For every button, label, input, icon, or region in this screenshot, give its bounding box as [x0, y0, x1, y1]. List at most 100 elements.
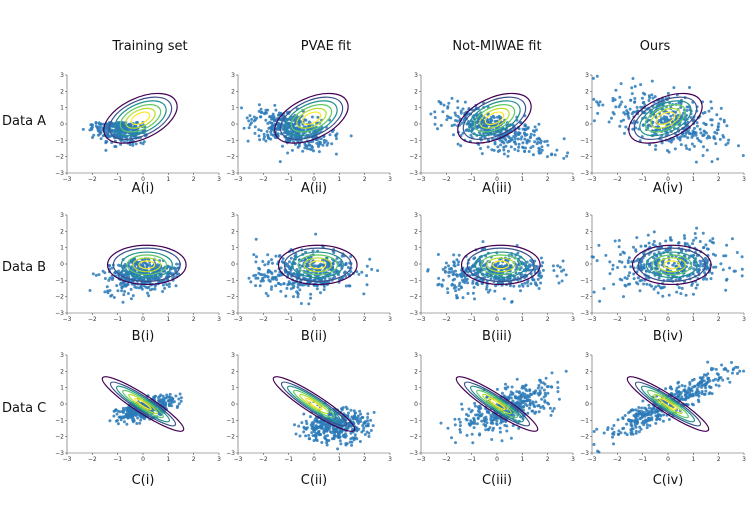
scatter-point — [528, 263, 532, 267]
scatter-point — [139, 418, 143, 422]
scatter-point — [598, 100, 602, 104]
x-tick-label: 2 — [192, 316, 196, 323]
scatter-point — [157, 396, 160, 400]
scatter-point — [433, 110, 437, 114]
scatter-point — [635, 259, 639, 263]
scatter-point — [471, 291, 475, 295]
scatter-point — [248, 114, 252, 118]
scatter-point — [317, 150, 321, 154]
scatter-point — [92, 133, 96, 137]
density-contour — [309, 260, 327, 270]
scatter-point — [525, 139, 529, 143]
scatter-point — [281, 127, 285, 131]
y-tick-label: 1 — [414, 245, 418, 252]
scatter-point — [526, 268, 530, 271]
scatter-point — [546, 143, 550, 147]
scatter-point — [285, 286, 289, 290]
scatter-point — [662, 115, 666, 119]
scatter-point — [315, 287, 319, 291]
density-contour — [119, 104, 162, 133]
panel-label: C(ii) — [301, 473, 327, 488]
scatter-point — [264, 139, 268, 143]
scatter-point — [266, 275, 270, 279]
scatter-point — [142, 140, 146, 144]
density-contour — [303, 257, 333, 273]
scatter-point — [270, 285, 274, 289]
y-tick-label: 1 — [414, 105, 418, 112]
scatter-point — [426, 269, 430, 273]
scatter-point — [493, 119, 497, 123]
scatter-point — [447, 264, 450, 268]
scatter-point — [470, 432, 474, 436]
scatter-point — [679, 106, 683, 109]
scatter-point — [439, 421, 443, 425]
scatter-point — [327, 427, 331, 431]
scatter-point — [282, 282, 286, 286]
scatter-point — [446, 287, 449, 291]
scatter-point — [696, 136, 699, 140]
scatter-point — [259, 273, 263, 276]
scatter-point — [307, 433, 311, 437]
scatter-point — [296, 285, 300, 289]
scatter-point — [171, 400, 174, 404]
scatter-point — [255, 116, 259, 120]
scatter-point — [368, 257, 372, 261]
scatter-point — [537, 287, 541, 290]
y-tick-label: −1 — [55, 137, 64, 144]
scatter-point — [316, 115, 320, 119]
scatter-point — [546, 401, 550, 405]
scatter-point — [695, 283, 699, 287]
scatter-point — [91, 136, 94, 139]
scatter-point — [627, 274, 631, 278]
scatter-point — [540, 397, 544, 401]
scatter-point — [263, 263, 267, 267]
scatter-point — [451, 278, 455, 282]
y-tick-label: −1 — [580, 277, 589, 284]
scatter-point — [623, 131, 626, 135]
scatter-point — [371, 424, 375, 428]
scatter-point — [322, 141, 326, 145]
scatter-point — [322, 430, 326, 434]
x-tick-label: 1 — [520, 316, 524, 323]
scatter-point — [307, 437, 311, 441]
y-tick-label: 2 — [231, 228, 235, 235]
scatter-point — [122, 273, 126, 277]
scatter-point — [321, 143, 325, 147]
scatter-point — [504, 144, 508, 148]
scatter-point — [633, 84, 637, 88]
scatter-point — [459, 144, 463, 148]
scatter-point — [319, 420, 323, 423]
y-tick-label: −3 — [226, 310, 235, 317]
scatter-point — [611, 267, 615, 271]
scatter-point — [360, 430, 364, 434]
scatter-point — [537, 136, 541, 140]
scatter-point — [450, 124, 454, 128]
scatter-point — [293, 423, 296, 427]
scatter-point — [450, 267, 453, 271]
scatter-point — [555, 274, 559, 278]
scatter-point — [332, 427, 336, 431]
scatter-point — [265, 130, 269, 133]
scatter-point — [288, 260, 291, 264]
scatter-point — [505, 424, 509, 428]
scatter-point — [261, 279, 265, 283]
scatter-point — [713, 130, 717, 134]
scatter-point — [348, 440, 352, 444]
density-contour — [628, 92, 703, 144]
scatter-point — [626, 114, 630, 118]
scatter-point — [516, 397, 520, 400]
scatter-point — [513, 147, 517, 151]
y-tick-label: 0 — [60, 401, 64, 408]
scatter-point — [546, 155, 549, 159]
scatter-point — [538, 389, 542, 393]
scatter-point — [429, 112, 433, 116]
scatter-point — [139, 285, 143, 289]
y-tick-label: 1 — [60, 385, 64, 392]
scatter-point — [271, 261, 274, 265]
scatter-point — [256, 276, 260, 280]
scatter-point — [513, 137, 517, 141]
scatter-point — [602, 287, 606, 291]
scatter-point — [699, 131, 703, 135]
scatter-point — [562, 156, 566, 160]
y-tick-label: −3 — [55, 170, 64, 177]
